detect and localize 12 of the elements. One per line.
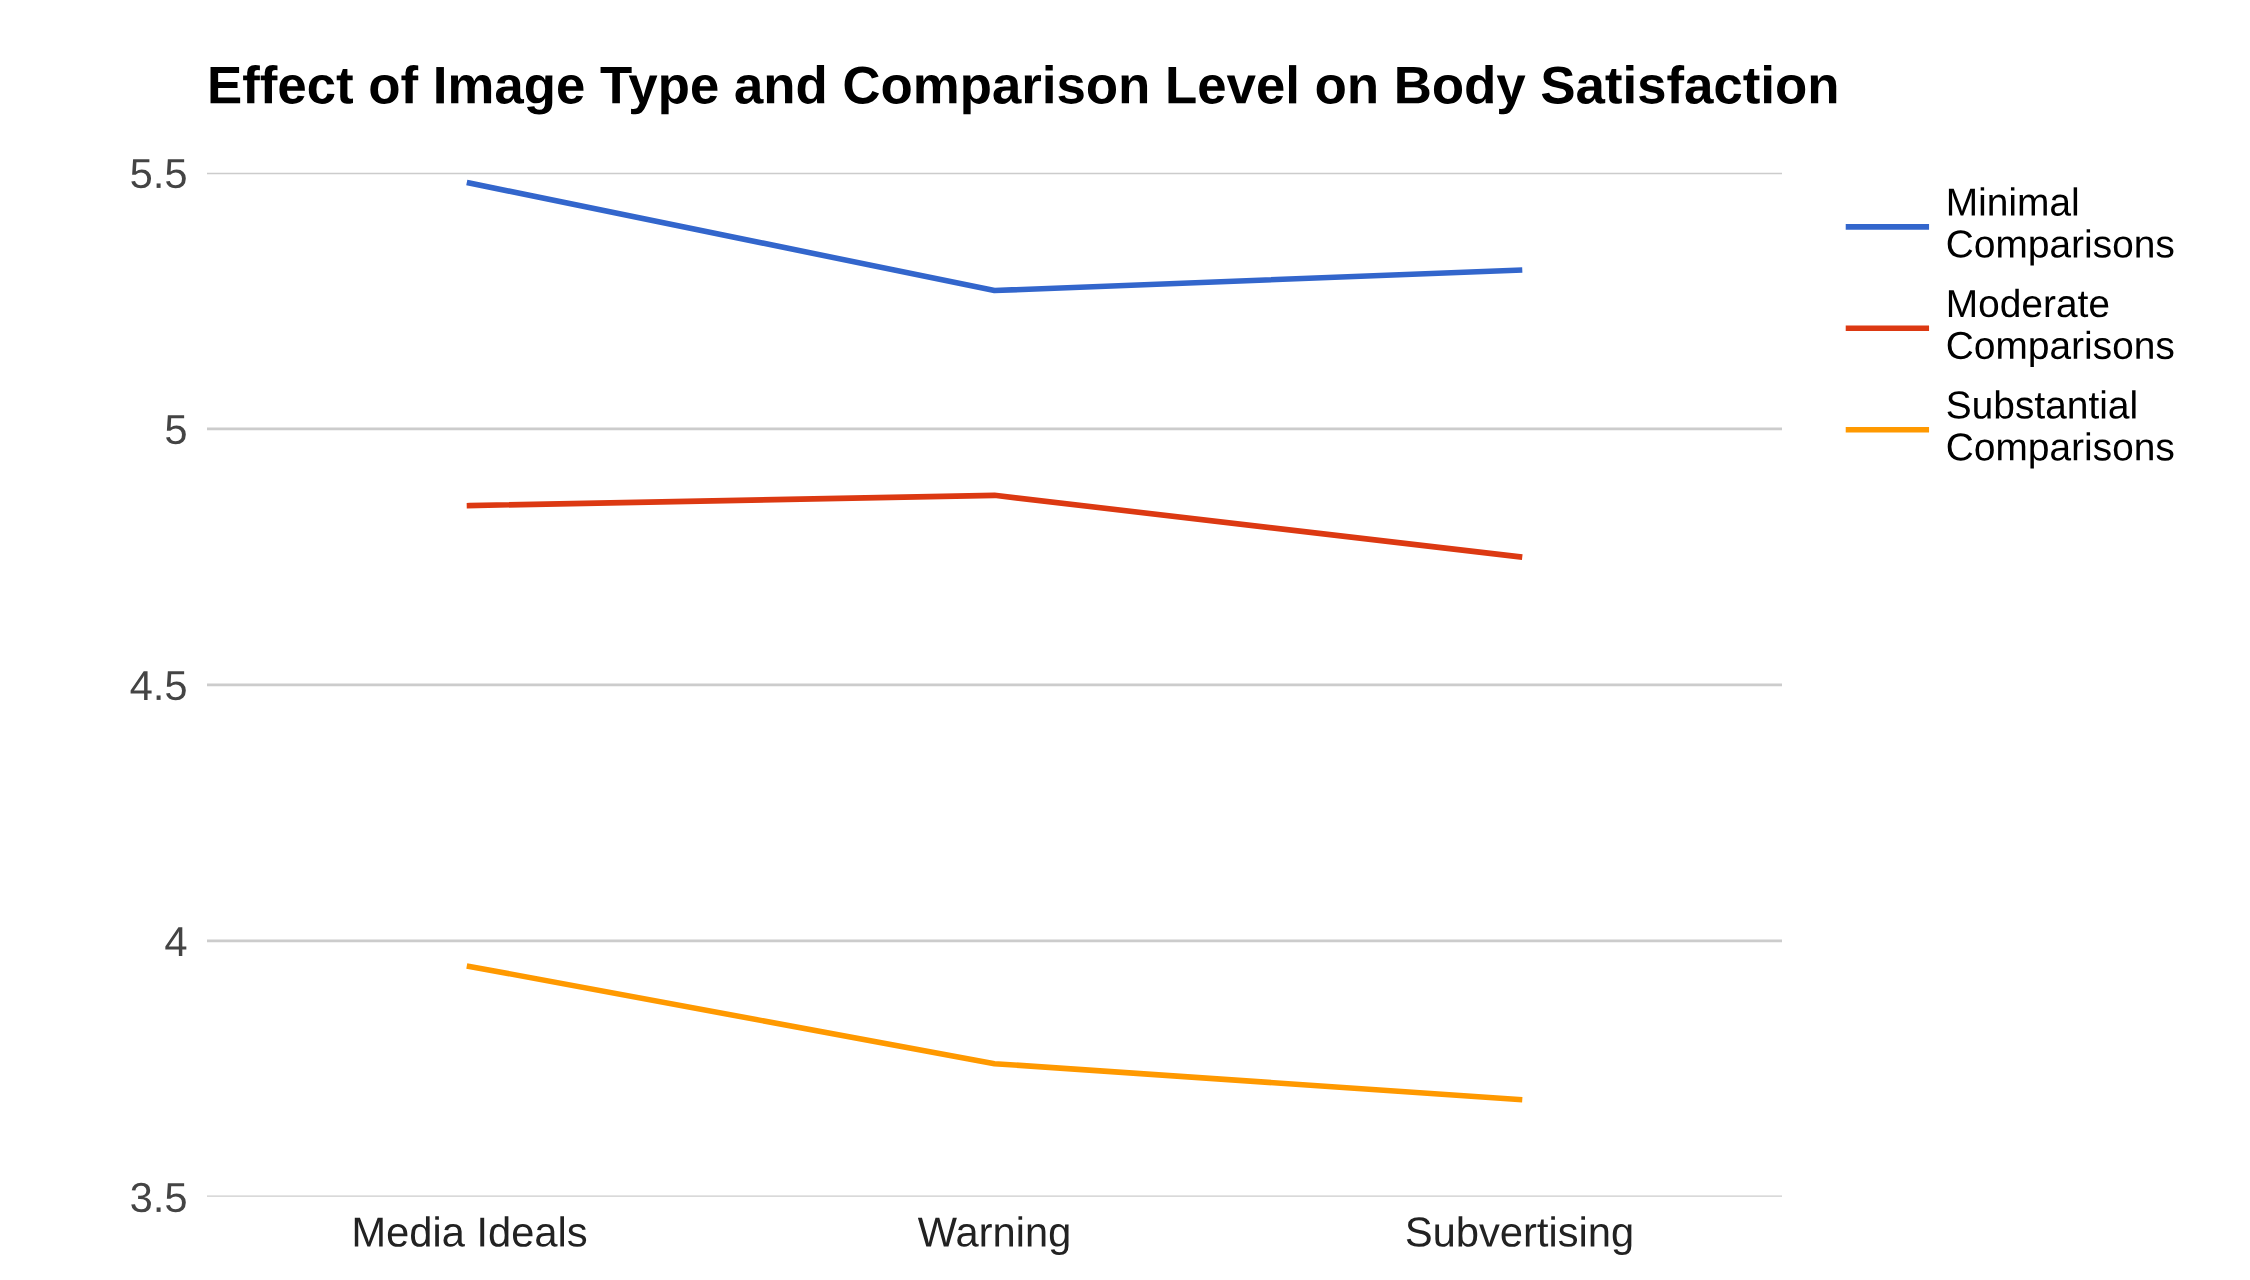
y-tick-label: 3.5	[131, 1182, 186, 1213]
x-tick-label: Warning	[917, 1216, 1069, 1256]
y-tick-label: 4	[165, 927, 187, 956]
legend-label: Moderate Comparisons	[1947, 288, 2174, 367]
y-tick-label: 4.5	[130, 671, 186, 701]
legend-label: Substantial Comparisons	[1947, 390, 2174, 469]
x-tick-label: Subvertising	[1406, 1216, 1632, 1256]
chart-title: Effect of Image Type and Comparison Level on Body Satisfaction	[210, 65, 1837, 115]
x-tick-label: Media Ideals	[354, 1216, 587, 1247]
legend-label: Minimal Comparisons	[1947, 187, 2174, 266]
y-tick-label: 5	[166, 415, 186, 445]
y-tick-label: 5.5	[131, 159, 186, 189]
